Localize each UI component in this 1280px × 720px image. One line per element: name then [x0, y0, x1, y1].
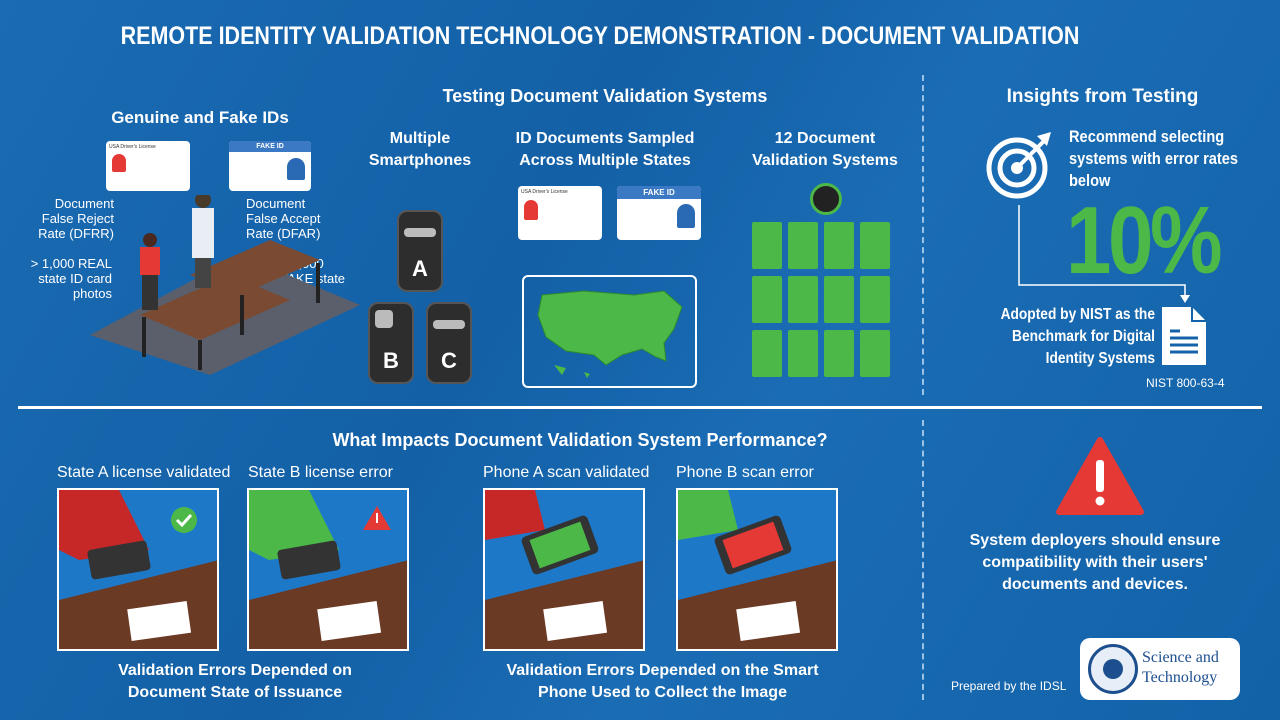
- real-id-card: USA Driver's License: [106, 141, 190, 191]
- server-icon: [752, 276, 782, 323]
- real-id-card: USA Driver's License: [518, 186, 602, 240]
- person-icon: [112, 154, 126, 172]
- state-caption: Validation Errors Depended on Document S…: [118, 662, 352, 701]
- impacts-heading: What Impacts Document Validation System …: [332, 430, 828, 450]
- section-divider: [922, 420, 924, 700]
- photo-label: State A license validated: [57, 464, 231, 481]
- threshold-value: 10%: [1066, 187, 1223, 294]
- testing-lab-illustration: [90, 195, 360, 375]
- person-icon: [524, 200, 538, 220]
- server-icon: [860, 222, 890, 269]
- fake-card-title: FAKE ID: [617, 186, 701, 199]
- photo-label: State B license error: [248, 464, 393, 481]
- horizontal-divider: [18, 406, 1262, 409]
- adopted-text: Adopted by NIST as the Benchmark for Dig…: [1000, 306, 1155, 367]
- warning-text: System deployers should ensure compatibi…: [969, 532, 1221, 593]
- server-icon: [788, 222, 818, 269]
- testing-heading: Testing Document Validation Systems: [442, 86, 768, 106]
- dfrr-label: Document False Reject Rate (DFRR): [38, 196, 114, 241]
- real-count-label: > 1,000 REAL state ID card photos: [30, 256, 112, 301]
- nist-standard: NIST 800-63-4: [1146, 376, 1225, 390]
- server-icon: [752, 222, 782, 269]
- photo-label: Phone A scan validated: [483, 464, 650, 481]
- warning-icon: [1056, 437, 1144, 515]
- systems-heading: 12 Document Validation Systems: [752, 130, 898, 169]
- server-icon: [824, 222, 854, 269]
- phone-b-photo: [676, 488, 838, 651]
- real-card-title: USA Driver's License: [109, 144, 156, 150]
- page-title: REMOTE IDENTITY VALIDATION TECHNOLOGY DE…: [120, 22, 1080, 50]
- section-divider: [922, 75, 924, 395]
- phone-caption: Validation Errors Depended on the Smart …: [506, 662, 819, 701]
- server-icon: [824, 276, 854, 323]
- state-a-photo: [57, 488, 219, 651]
- validation-systems-grid: [752, 222, 892, 377]
- fake-card-title: FAKE ID: [229, 141, 311, 152]
- network-icon: [810, 183, 842, 215]
- person-icon: [287, 158, 305, 180]
- recommend-text: Recommend selecting systems with error r…: [1069, 127, 1239, 190]
- server-icon: [788, 276, 818, 323]
- fake-id-card: FAKE ID: [617, 186, 701, 240]
- document-icon: [1162, 307, 1206, 365]
- dhs-st-logo: Science and Technology: [1080, 638, 1240, 700]
- state-b-photo: [247, 488, 409, 651]
- us-map-icon: [537, 290, 683, 378]
- server-icon: [860, 330, 890, 377]
- genuine-fake-heading: Genuine and Fake IDs: [111, 108, 289, 127]
- dfar-label: Document False Accept Rate (DFAR): [246, 196, 321, 241]
- server-icon: [824, 330, 854, 377]
- check-icon: [171, 507, 197, 533]
- person-icon: [677, 204, 695, 228]
- server-icon: [788, 330, 818, 377]
- connector-arrow: [1018, 205, 1190, 303]
- fake-id-card: FAKE ID: [229, 141, 311, 191]
- docs-heading: ID Documents Sampled Across Multiple Sta…: [515, 130, 695, 169]
- server-icon: [752, 330, 782, 377]
- real-card-title: USA Driver's License: [521, 189, 568, 195]
- target-icon: [986, 132, 1051, 199]
- phone-c: C: [426, 302, 472, 384]
- logo-text: Science and Technology: [1142, 649, 1219, 686]
- insights-heading: Insights from Testing: [1006, 86, 1199, 107]
- phone-a: A: [397, 210, 443, 292]
- dhs-seal-icon: [1088, 644, 1138, 694]
- phones-heading: Multiple Smartphones: [368, 130, 472, 169]
- photo-label: Phone B scan error: [676, 464, 814, 481]
- us-map-frame: [522, 275, 697, 388]
- server-icon: [860, 276, 890, 323]
- prepared-by: Prepared by the IDSL: [951, 679, 1067, 693]
- phone-a-photo: [483, 488, 645, 651]
- phone-b: B: [368, 302, 414, 384]
